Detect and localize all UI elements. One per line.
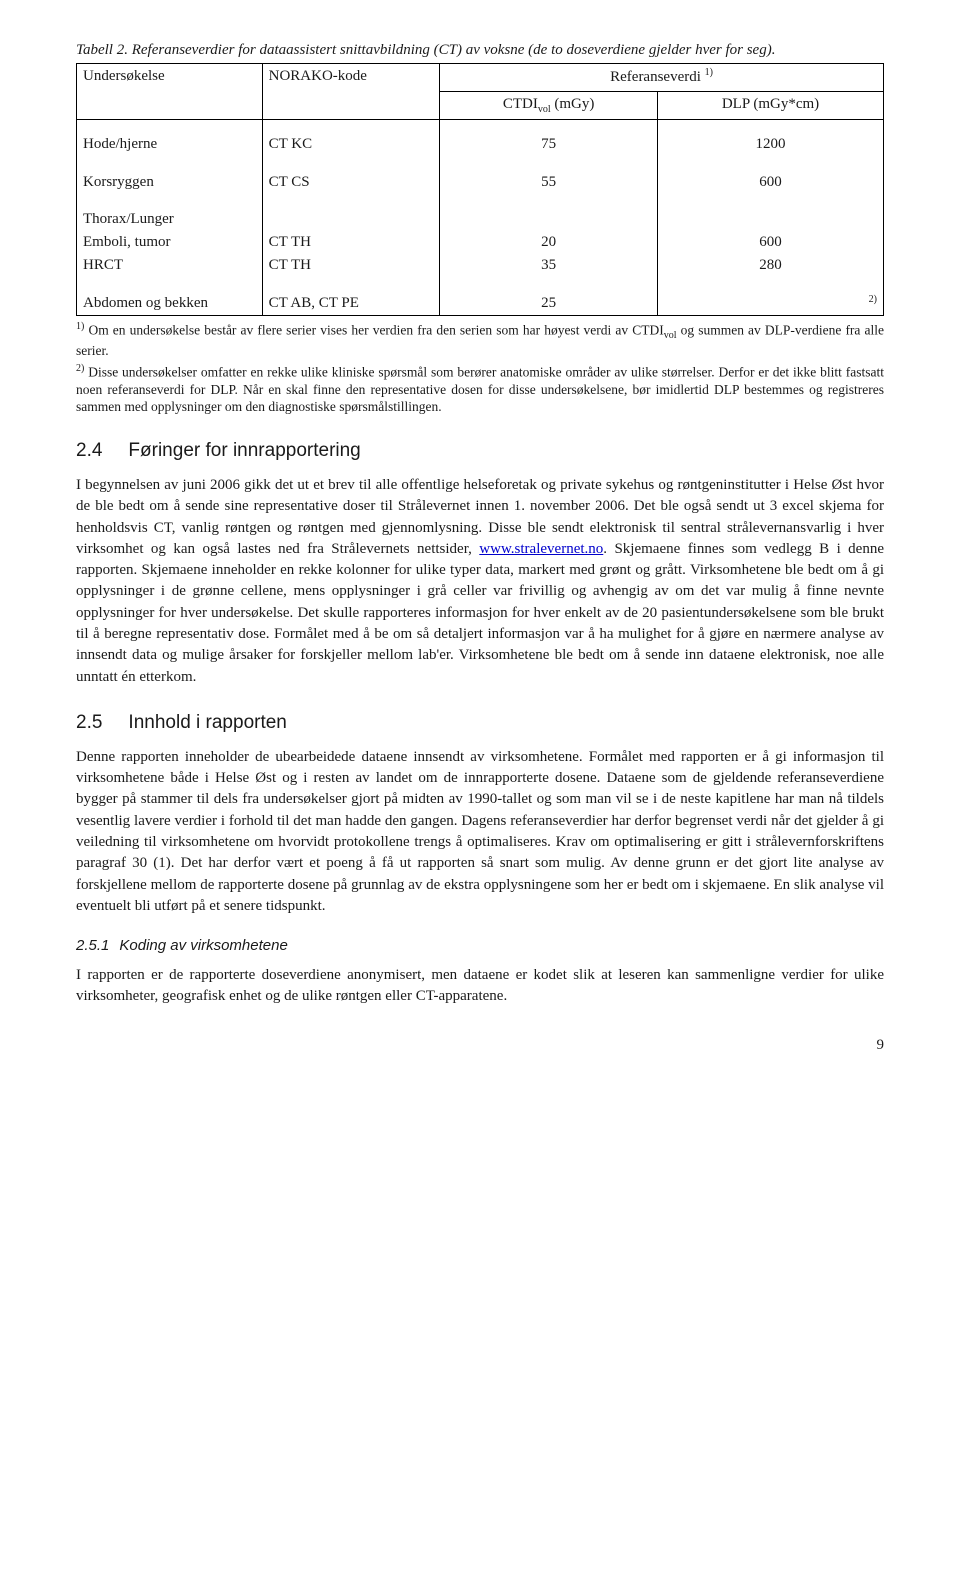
- cell-exam: Hode/hjerne: [77, 133, 263, 156]
- spacer: [77, 194, 884, 208]
- table-row: HRCT CT TH 35 280: [77, 254, 884, 277]
- cell-exam: Emboli, tumor: [77, 231, 263, 254]
- cell-code: [262, 208, 440, 231]
- cell-code: CT AB, CT PE: [262, 292, 440, 316]
- header-exam: Undersøkelse: [77, 64, 263, 119]
- cell-dlp: 2): [658, 292, 884, 316]
- paragraph: Denne rapporten inneholder de ubearbeide…: [76, 747, 884, 917]
- heading-2-5: 2.5Innhold i rapporten: [76, 710, 884, 737]
- reference-table: Undersøkelse NORAKO-kode Referanseverdi …: [76, 63, 884, 316]
- header-code: NORAKO-kode: [262, 64, 440, 119]
- paragraph: I begynnelsen av juni 2006 gikk det ut e…: [76, 475, 884, 688]
- cell-dlp: 600: [658, 171, 884, 194]
- table-footnotes: 1) Om en undersøkelse består av flere se…: [76, 320, 884, 416]
- table-row: Korsryggen CT CS 55 600: [77, 171, 884, 194]
- table-row: Thorax/Lunger: [77, 208, 884, 231]
- cell-ctdi: 25: [440, 292, 658, 316]
- cell-dlp: 1200: [658, 133, 884, 156]
- header-ref: Referanseverdi 1): [440, 64, 884, 91]
- footnote-2: 2) Disse undersøkelser omfatter en rekke…: [76, 362, 884, 416]
- heading-2-5-1: 2.5.1Koding av virksomhetene: [76, 935, 884, 956]
- cell-dlp: 280: [658, 254, 884, 277]
- cell-code: CT CS: [262, 171, 440, 194]
- page-number: 9: [76, 1035, 884, 1056]
- cell-exam: Korsryggen: [77, 171, 263, 194]
- cell-exam: Thorax/Lunger: [77, 208, 263, 231]
- cell-dlp: [658, 208, 884, 231]
- cell-ctdi: 75: [440, 133, 658, 156]
- cell-ctdi: 20: [440, 231, 658, 254]
- cell-exam: Abdomen og bekken: [77, 292, 263, 316]
- cell-ctdi: 55: [440, 171, 658, 194]
- spacer: [77, 278, 884, 292]
- cell-ctdi: 35: [440, 254, 658, 277]
- cell-dlp: 600: [658, 231, 884, 254]
- table-row: Hode/hjerne CT KC 75 1200: [77, 133, 884, 156]
- table-row: Abdomen og bekken CT AB, CT PE 25 2): [77, 292, 884, 316]
- cell-ctdi: [440, 208, 658, 231]
- header-ctdi: CTDIvol (mGy): [440, 91, 658, 119]
- header-dlp: DLP (mGy*cm): [658, 91, 884, 119]
- footnote-1: 1) Om en undersøkelse består av flere se…: [76, 320, 884, 360]
- table-header-row: Undersøkelse NORAKO-kode Referanseverdi …: [77, 64, 884, 91]
- cell-code: CT TH: [262, 231, 440, 254]
- cell-code: CT KC: [262, 133, 440, 156]
- spacer: [77, 157, 884, 171]
- table-caption: Tabell 2. Referanseverdier for dataassis…: [76, 40, 884, 61]
- cell-exam: HRCT: [77, 254, 263, 277]
- spacer: [77, 119, 884, 133]
- link-stralevernet[interactable]: www.stralevernet.no: [479, 541, 603, 557]
- heading-2-4: 2.4Føringer for innrapportering: [76, 438, 884, 465]
- table-row: Emboli, tumor CT TH 20 600: [77, 231, 884, 254]
- paragraph: I rapporten er de rapporterte doseverdie…: [76, 965, 884, 1008]
- cell-code: CT TH: [262, 254, 440, 277]
